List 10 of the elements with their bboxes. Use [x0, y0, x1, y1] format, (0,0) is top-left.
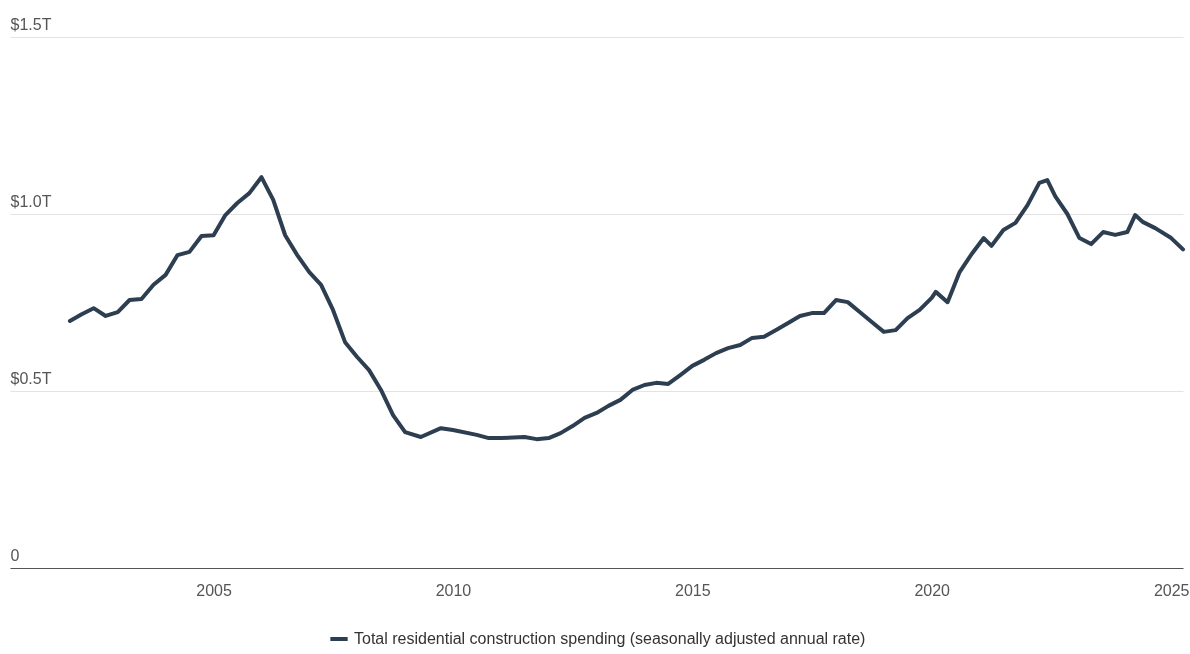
- y-tick-label: $1.0T: [10, 192, 52, 210]
- legend-label: Total residential construction spending (seasonally adjusted annual rate): [354, 630, 866, 647]
- x-tick-label: 2015: [675, 581, 711, 599]
- y-tick-label: $1.5T: [10, 15, 52, 33]
- y-tick-label: $0.5T: [10, 369, 52, 387]
- x-tick-label: 2020: [914, 581, 951, 599]
- x-tick-label: 2005: [196, 581, 232, 599]
- y-tick-label: 0: [10, 546, 20, 564]
- x-tick-label: 2010: [435, 581, 472, 599]
- x-tick-label: 2025: [1153, 581, 1190, 599]
